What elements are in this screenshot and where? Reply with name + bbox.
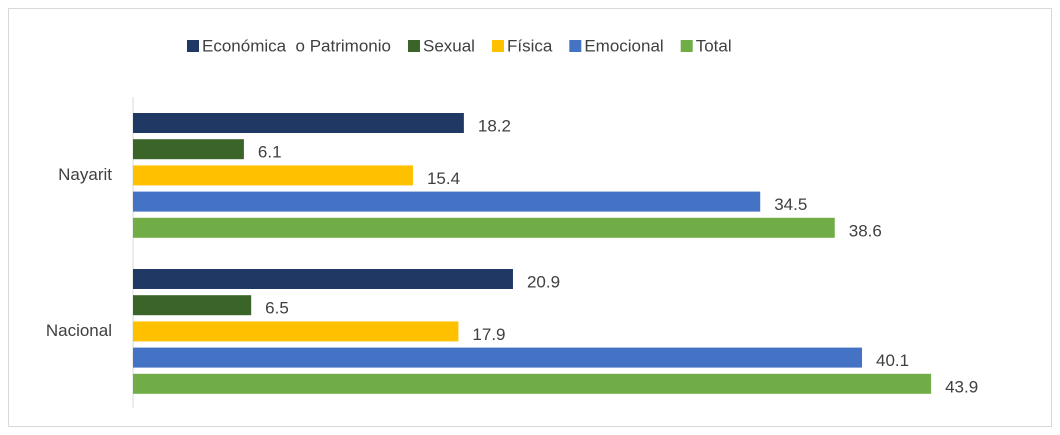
value-label: 18.2 [478, 116, 511, 135]
bar [133, 373, 932, 394]
bar [133, 321, 459, 342]
value-label: 6.5 [265, 299, 289, 318]
legend-swatch [187, 40, 199, 52]
bar [133, 295, 252, 316]
y-tick-label: Nacional [46, 321, 112, 340]
value-label: 34.5 [774, 195, 807, 214]
value-label: 38.6 [849, 221, 882, 240]
value-label: 6.1 [258, 143, 282, 162]
legend-swatch [569, 40, 582, 52]
legend-swatch [680, 40, 693, 52]
bar [133, 113, 464, 133]
legend-label: Física [507, 36, 553, 55]
value-label: 17.9 [472, 325, 505, 344]
bar [133, 269, 513, 289]
legend-label: Económica o Patrimonio [202, 36, 391, 55]
legend-label: Total [696, 36, 732, 55]
legend-label: Emocional [584, 36, 663, 55]
value-label: 40.1 [876, 351, 909, 370]
bar [133, 191, 761, 212]
bar [133, 217, 835, 238]
value-label: 20.9 [527, 272, 560, 291]
value-label: 43.9 [945, 377, 978, 396]
legend-label: Sexual [423, 36, 475, 55]
value-label: 15.4 [427, 169, 460, 188]
y-tick-label: Nayarit [58, 165, 112, 184]
bar [133, 165, 413, 186]
bar [133, 139, 244, 160]
bar [133, 347, 863, 368]
legend-swatch [491, 40, 504, 52]
legend-swatch [407, 40, 420, 52]
